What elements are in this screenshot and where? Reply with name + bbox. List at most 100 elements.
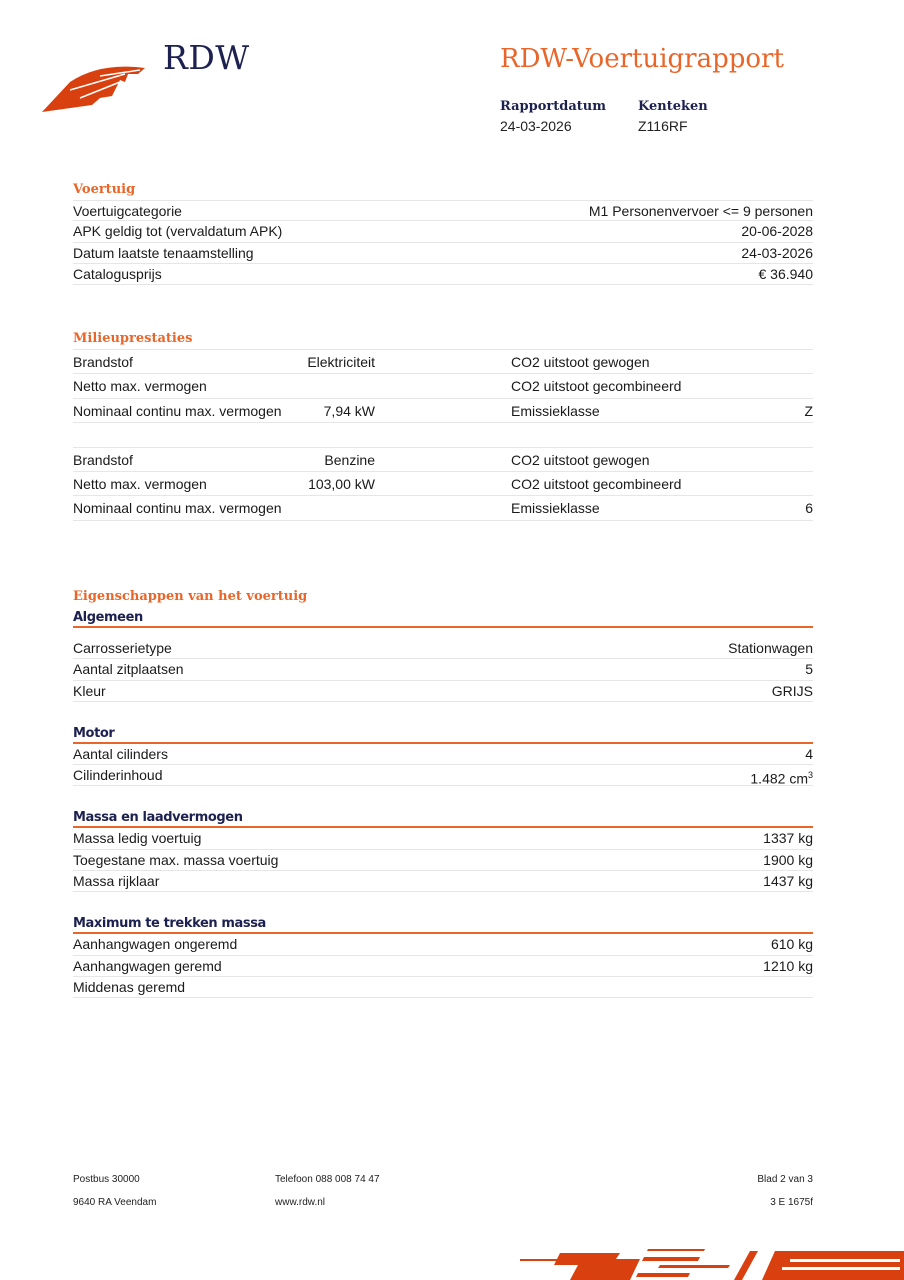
table-row: Datum laatste tenaamstelling 24-03-2026 (73, 243, 813, 264)
group-title: Algemeen (73, 607, 813, 628)
table-row: Massa ledig voertuig 1337 kg (73, 828, 813, 850)
row-label: Emissieklasse (511, 500, 600, 517)
table-row: Toegestane max. massa voertuig 1900 kg (73, 850, 813, 872)
group-title: Motor (73, 723, 813, 744)
footer-website[interactable]: www.rdw.nl (275, 1197, 326, 1208)
row-label: Datum laatste tenaamstelling (73, 244, 254, 261)
row-label: Emissieklasse (511, 402, 600, 419)
table-row: Middenas geremd (73, 977, 813, 999)
kenteken-value: Z116RF (638, 118, 688, 134)
table-row: Brandstof Elektriciteit CO2 uitstoot gewog… (73, 350, 813, 375)
row-label: CO2 uitstoot gecombineerd (511, 378, 682, 395)
row-value (647, 350, 813, 373)
row-label: CO2 uitstoot gecombineerd (511, 476, 682, 493)
table-row: Aanhangwagen ongeremd 610 kg (73, 934, 813, 956)
row-label: CO2 uitstoot gewogen (511, 354, 650, 370)
table-row: Nominaal continu max. vermogen Emissiekla… (73, 496, 813, 521)
voertuig-section: Voertuig Voertuigcategorie M1 Personenver… (73, 180, 814, 286)
table-row: Nominaal continu max. vermogen 7,94 kW Emi… (73, 399, 813, 423)
group-title: Massa en laadvermogen (73, 807, 813, 829)
row-value: 1210 kg (763, 957, 813, 974)
property-group: Massa en laadvermogen Massa ledig voertui… (73, 807, 813, 893)
row-value: 103,00 kW (308, 476, 375, 493)
row-value: 7,94 kW (323, 402, 375, 419)
row-value (295, 374, 375, 397)
table-row: Cilinderinhoud 1.482 cm3 (73, 765, 813, 787)
milieu-table: Brandstof Elektriciteit CO2 uitstoot gewog… (73, 349, 813, 423)
row-value: € 36.940 (758, 265, 814, 282)
row-label: Toegestane max. massa voertuig (73, 851, 279, 868)
row-value: 5 (805, 661, 813, 678)
table-row: Kleur GRIJS (73, 681, 813, 702)
table-row: Netto max. vermogen 103,00 kW CO2 uitstoot… (73, 472, 813, 497)
row-label: Aanhangwagen geremd (73, 957, 222, 974)
row-value (647, 448, 813, 471)
row-label: Massa rijklaar (73, 873, 160, 890)
table-row: APK geldig tot (vervaldatum APK) 20-06-20… (73, 221, 813, 243)
row-label: Netto max. vermogen (73, 378, 207, 395)
table-row: Aantal zitplaatsen 5 (73, 659, 813, 681)
row-label: Carrosserietype (73, 640, 172, 656)
table-row: Massa rijklaar 1437 kg (73, 871, 813, 893)
row-label: CO2 uitstoot gewogen (511, 451, 650, 468)
footer-page: Blad 2 van 3 (757, 1174, 813, 1185)
row-value: 6 (805, 500, 813, 517)
footer-telefoon: Telefoon 088 008 74 47 (275, 1174, 380, 1185)
row-value: 4 (805, 745, 813, 762)
milieu-section: Milieuprestaties Brandstof Elektriciteit C… (73, 329, 813, 521)
row-label: Brandstof (73, 451, 133, 468)
row-value: Stationwagen (728, 640, 813, 656)
row-value: Benzine (324, 451, 375, 468)
row-label: Kleur (73, 682, 106, 699)
row-label: Catalogusprijs (73, 265, 162, 282)
section-title: Milieuprestaties (73, 331, 193, 346)
row-label: Voertuigcategorie (73, 203, 182, 219)
row-label: Brandstof (73, 354, 133, 370)
property-group: Maximum te trekken massa Aanhangwagen ong… (73, 913, 813, 999)
table-row: Netto max. vermogen CO2 uitstoot gecombin… (73, 374, 813, 399)
logo-text: RDW (163, 38, 250, 77)
section-title: Voertuig (73, 182, 136, 197)
property-group: Motor Aantal cilinders 4 Cilinderinhoud 1.48… (73, 723, 813, 787)
row-label: Nominaal continu max. vermogen (73, 500, 282, 517)
table-row: Aanhangwagen geremd 1210 kg (73, 956, 813, 977)
row-label: Aanhangwagen ongeremd (73, 936, 238, 953)
table-row: Brandstof Benzine CO2 uitstoot gewogen (73, 448, 813, 473)
table-row: Carrosserietype Stationwagen (73, 638, 813, 660)
rdw-logo-icon (42, 66, 145, 112)
row-value: Elektriciteit (307, 354, 375, 370)
section-title: Eigenschappen van het voertuig (73, 589, 308, 604)
row-label: Aantal zitplaatsen (73, 661, 184, 678)
milieu-table: Brandstof Benzine CO2 uitstoot gewogen Nett… (73, 446, 813, 521)
row-value (295, 496, 375, 519)
row-value (647, 374, 813, 397)
footer-adres: 9640 RA Veendam (73, 1197, 157, 1208)
row-value (647, 472, 813, 495)
unit-superscript: 3 (807, 770, 813, 781)
row-value: 1.482 cm (750, 770, 808, 787)
row-value-wrap: 1.482 cm3 (750, 765, 813, 787)
group-title: Maximum te trekken massa (73, 913, 813, 935)
footer-code: 3 E 1675f (770, 1197, 813, 1208)
table-row: Aantal cilinders 4 (73, 744, 813, 766)
row-label: Massa ledig voertuig (73, 830, 202, 847)
property-group: Algemeen Carrosserietype Stationwagen Aanta… (73, 607, 813, 702)
row-value: 610 kg (770, 936, 813, 953)
rapportdatum-value: 24-03-2026 (500, 118, 572, 134)
row-label: Netto max. vermogen (73, 476, 207, 493)
row-value: M1 Personenvervoer <= 9 personen (588, 203, 813, 219)
row-value: Z (804, 402, 813, 419)
footer-postbus: Postbus 30000 (73, 1174, 140, 1185)
row-value: GRIJS (771, 682, 813, 699)
table-row: Catalogusprijs € 36.940 (73, 264, 814, 286)
row-label: Nominaal continu max. vermogen (73, 402, 282, 419)
row-label: APK geldig tot (vervaldatum APK) (73, 223, 283, 240)
rapportdatum-label: Rapportdatum (500, 99, 606, 114)
row-value: 1437 kg (763, 873, 813, 890)
row-label: Aantal cilinders (73, 745, 168, 762)
kenteken-label: Kenteken (638, 99, 708, 114)
rdw-stripes-decoration-icon (520, 1249, 904, 1280)
row-label: Cilinderinhoud (73, 767, 163, 784)
table-row: Voertuigcategorie M1 Personenvervoer <= 9… (73, 200, 813, 222)
row-value: 1900 kg (763, 851, 813, 868)
